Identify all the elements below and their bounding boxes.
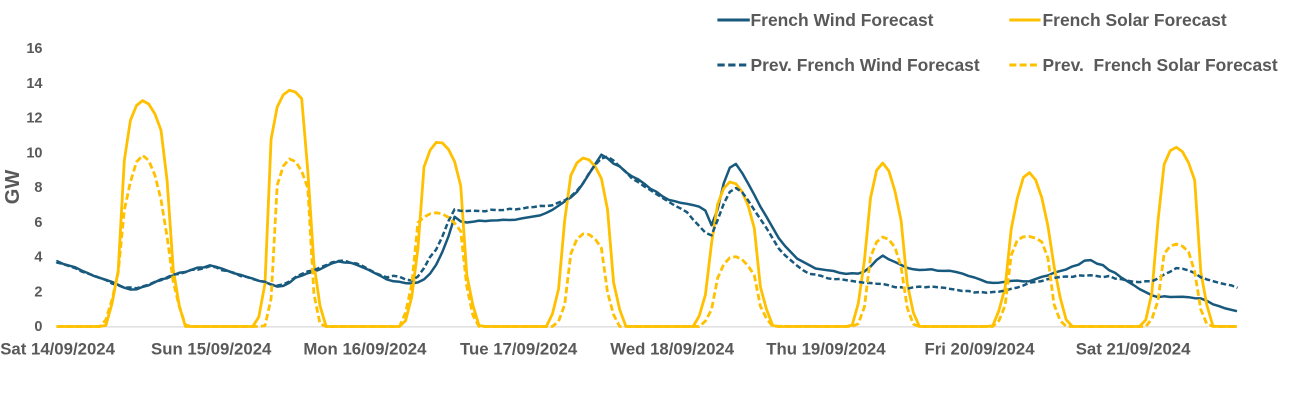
svg-text:Wed 18/09/2024: Wed 18/09/2024 (610, 340, 734, 359)
svg-text:GW: GW (2, 170, 24, 205)
svg-text:Sat 21/09/2024: Sat 21/09/2024 (1076, 340, 1191, 359)
svg-text:French Solar Forecast: French Solar Forecast (1043, 10, 1227, 30)
svg-text:2: 2 (34, 284, 42, 300)
svg-text:4: 4 (34, 250, 42, 266)
svg-text:0: 0 (34, 319, 42, 335)
svg-text:Mon 16/09/2024: Mon 16/09/2024 (303, 340, 427, 359)
svg-text:14: 14 (26, 76, 42, 92)
svg-text:8: 8 (34, 180, 42, 196)
svg-text:16: 16 (26, 41, 42, 57)
svg-text:Thu 19/09/2024: Thu 19/09/2024 (766, 340, 886, 359)
svg-text:10: 10 (26, 145, 42, 161)
svg-text:Prev. French Wind Forecast: Prev. French Wind Forecast (751, 55, 980, 75)
svg-text:French Wind Forecast: French Wind Forecast (751, 10, 934, 30)
svg-text:6: 6 (34, 215, 42, 231)
svg-text:Fri 20/09/2024: Fri 20/09/2024 (924, 340, 1035, 359)
svg-text:12: 12 (26, 111, 42, 127)
svg-text:Tue 17/09/2024: Tue 17/09/2024 (460, 340, 578, 359)
svg-text:Sun 15/09/2024: Sun 15/09/2024 (151, 340, 272, 359)
svg-text:Sat 14/09/2024: Sat 14/09/2024 (0, 340, 115, 359)
svg-text:Prev. French Solar Forecast: Prev. French Solar Forecast (1043, 55, 1278, 75)
